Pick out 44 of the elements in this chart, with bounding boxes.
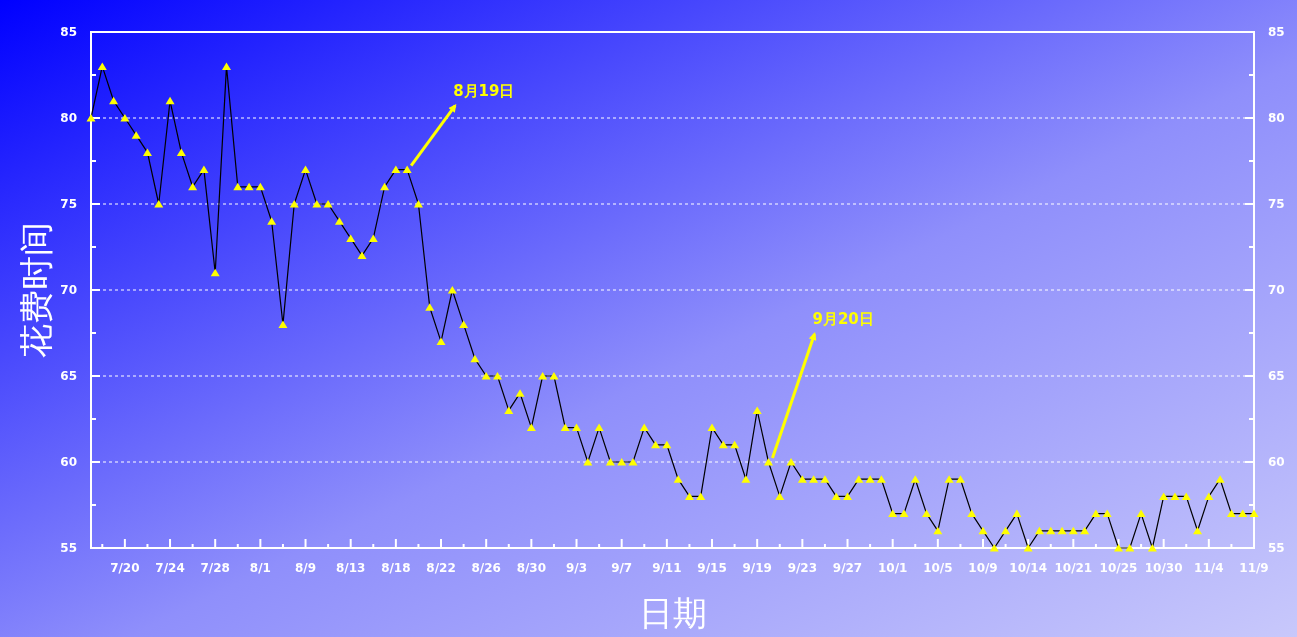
x-tick-label: 8/9	[294, 561, 317, 575]
annotation: 9月20日	[812, 310, 874, 328]
y-tick-label: 80	[60, 111, 77, 125]
y-tick-label: 55	[60, 541, 77, 555]
x-tick-label: 9/3	[565, 561, 588, 575]
y2-tick-label: 85	[1268, 25, 1285, 39]
x-tick-label: 7/28	[200, 561, 230, 575]
y2-tick-label: 75	[1268, 197, 1285, 211]
y2-tick-label: 60	[1268, 455, 1285, 469]
y-tick-label: 65	[60, 369, 77, 383]
x-axis-title: 日期	[638, 593, 707, 633]
x-tick-label: 10/14	[1009, 561, 1048, 575]
x-tick-label: 9/15	[697, 561, 727, 575]
x-tick-label: 10/21	[1054, 561, 1093, 575]
x-tick-label: 9/23	[787, 561, 818, 575]
x-tick-label: 8/18	[381, 561, 411, 575]
x-tick-label: 7/20	[110, 561, 140, 575]
x-tick-label: 10/25	[1099, 561, 1138, 575]
y-tick-label: 85	[60, 25, 77, 39]
x-tick-label: 7/24	[155, 561, 185, 575]
y2-tick-label: 70	[1268, 283, 1285, 297]
annotation: 8月19日	[453, 81, 515, 100]
y2-tick-label: 80	[1268, 111, 1285, 125]
x-tick-label: 10/5	[923, 561, 953, 575]
x-tick-label: 10/9	[968, 561, 998, 575]
y-tick-label: 70	[60, 283, 77, 297]
x-tick-label: 10/30	[1144, 561, 1183, 575]
x-tick-label: 8/22	[426, 561, 456, 575]
x-tick-label: 8/30	[516, 561, 547, 575]
x-tick-label: 9/19	[742, 561, 772, 575]
x-tick-label: 9/7	[611, 561, 633, 575]
y2-tick-label: 55	[1268, 541, 1285, 555]
x-tick-label: 10/1	[877, 561, 908, 575]
y-tick-label: 60	[60, 455, 77, 469]
y2-tick-label: 65	[1268, 369, 1285, 383]
x-tick-label: 9/11	[652, 561, 682, 575]
y-axis-title: 花费时间	[16, 222, 56, 358]
x-tick-label: 11/9	[1239, 561, 1269, 575]
x-tick-label: 11/4	[1194, 561, 1224, 575]
x-tick-label: 8/1	[249, 561, 271, 575]
x-tick-label: 8/13	[335, 561, 366, 575]
x-tick-label: 9/27	[832, 561, 863, 575]
x-tick-label: 8/26	[471, 561, 501, 575]
y-tick-label: 75	[60, 197, 77, 211]
